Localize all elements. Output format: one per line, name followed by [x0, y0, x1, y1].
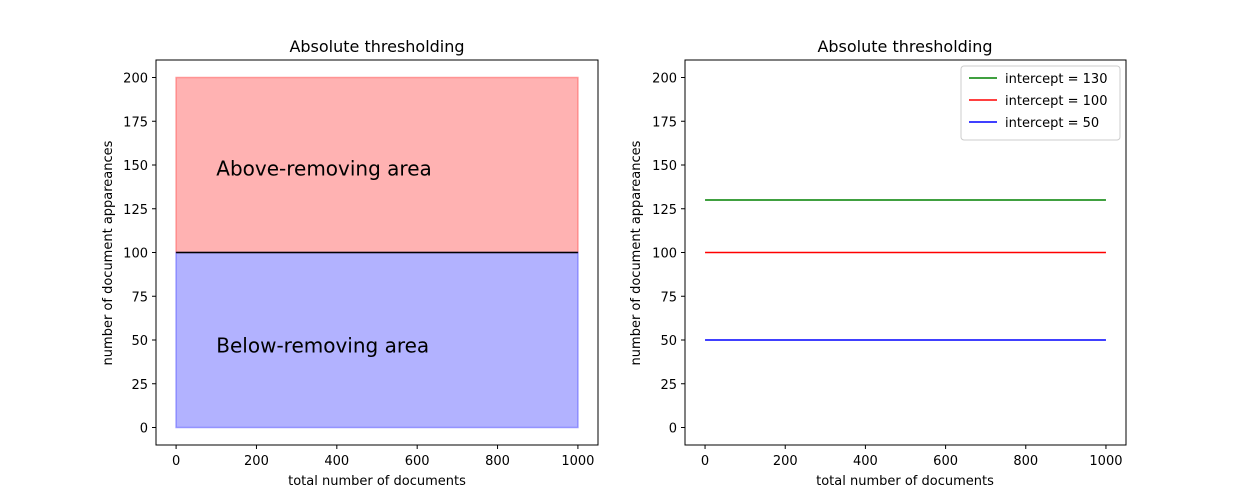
legend-entry: intercept = 130 — [1005, 72, 1107, 87]
plot-area: Above-removing area Below-removing area — [175, 76, 579, 429]
chart-title: Absolute thresholding — [289, 37, 464, 56]
left-chart: Absolute thresholding Above-removing are… — [101, 37, 599, 489]
y-tick-label: 200 — [652, 72, 677, 87]
y-tick-label: 100 — [123, 247, 148, 262]
y-tick-label: 200 — [123, 72, 148, 87]
x-tick-label: 200 — [773, 454, 798, 469]
chart-title: Absolute thresholding — [817, 37, 992, 56]
axes: 0 200 400 600 800 1000 0 25 50 75 100 125 150 175 200 — [652, 59, 1127, 469]
right-chart: Absolute thresholding 0 200 400 600 800 10000… — [629, 37, 1127, 489]
y-tick-label: 75 — [660, 290, 677, 305]
y-axis-label: number of document appareances — [101, 140, 116, 365]
legend-entry: intercept = 50 — [1005, 116, 1099, 131]
y-tick-label: 125 — [652, 203, 677, 218]
x-axis-label: total number of documents — [816, 474, 994, 489]
plot-area — [705, 199, 1106, 341]
y-tick-label: 50 — [131, 334, 148, 349]
y-tick-label: 175 — [123, 115, 148, 130]
x-tick-label: 400 — [324, 454, 349, 469]
x-tick-label: 1000 — [561, 454, 594, 469]
x-tick-label: 0 — [172, 454, 180, 469]
x-tick-label: 400 — [853, 454, 878, 469]
y-tick-label: 100 — [652, 247, 677, 262]
x-axis-label: total number of documents — [288, 474, 466, 489]
axes: 0 200 400 600 800 1000 0 25 50 75 100 125 150 175 200 — [123, 59, 599, 469]
x-tick-label: 800 — [1013, 454, 1038, 469]
region-label: Above-removing area — [216, 157, 431, 181]
y-tick-label: 0 — [140, 422, 148, 437]
x-tick-label: 800 — [485, 454, 510, 469]
filled-region — [175, 76, 579, 254]
region-label: Below-removing area — [216, 333, 429, 357]
y-tick-label: 75 — [131, 290, 148, 305]
x-tick-label: 600 — [405, 454, 430, 469]
x-tick-label: 0 — [701, 454, 709, 469]
y-tick-label: 25 — [131, 378, 148, 393]
y-axis-label: number of document appareances — [629, 140, 644, 365]
x-tick-label: 1000 — [1089, 454, 1122, 469]
legend: intercept = 130 intercept = 100 intercept … — [960, 65, 1121, 141]
x-tick-label: 600 — [933, 454, 958, 469]
y-tick-label: 50 — [660, 334, 677, 349]
y-tick-label: 125 — [123, 203, 148, 218]
y-tick-label: 150 — [652, 159, 677, 174]
y-tick-label: 0 — [669, 422, 677, 437]
y-tick-label: 25 — [660, 378, 677, 393]
y-tick-label: 175 — [652, 115, 677, 130]
x-tick-label: 200 — [244, 454, 269, 469]
legend-box — [960, 65, 1121, 141]
legend-entry: intercept = 100 — [1005, 94, 1107, 109]
y-tick-label: 150 — [123, 159, 148, 174]
